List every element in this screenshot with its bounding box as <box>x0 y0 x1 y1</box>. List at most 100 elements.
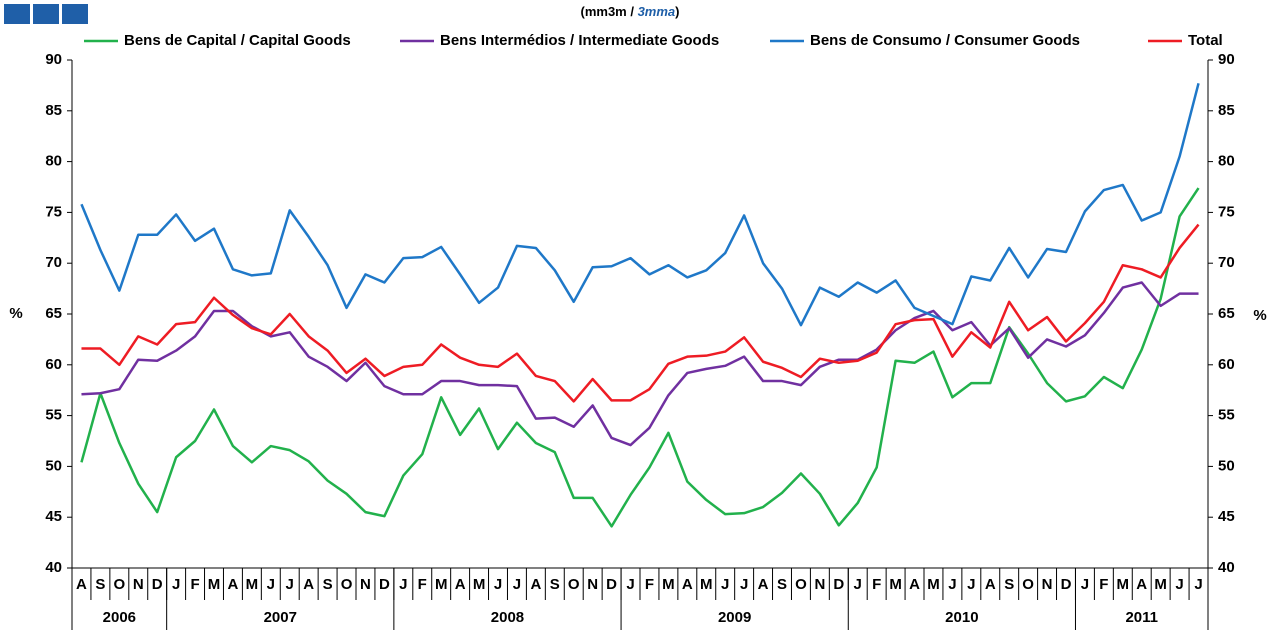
subtitle: (mm3m / 3mma) <box>581 4 680 19</box>
year-label: 2009 <box>718 609 751 626</box>
x-tick-label: A <box>909 576 920 593</box>
x-tick-label: M <box>927 576 940 593</box>
x-tick-label: A <box>76 576 87 593</box>
y-tick-label: 60 <box>45 356 62 373</box>
x-tick-label: J <box>854 576 862 593</box>
y-tick-label: 45 <box>45 508 62 525</box>
x-tick-label: O <box>341 576 353 593</box>
subtitle-part: 3mma <box>638 4 676 19</box>
x-tick-label: J <box>513 576 521 593</box>
y2-axis-label: % <box>1253 307 1266 324</box>
x-tick-label: M <box>1154 576 1167 593</box>
x-tick-label: S <box>550 576 560 593</box>
x-tick-label: M <box>435 576 448 593</box>
logo-square <box>4 4 30 24</box>
y2-tick-label: 60 <box>1218 356 1235 373</box>
x-tick-label: N <box>1042 576 1053 593</box>
legend-label: Total <box>1188 32 1223 49</box>
x-tick-label: O <box>795 576 807 593</box>
x-tick-label: F <box>418 576 427 593</box>
y-tick-label: 55 <box>45 407 62 424</box>
x-tick-label: A <box>985 576 996 593</box>
y2-tick-label: 65 <box>1218 305 1235 322</box>
x-tick-label: O <box>113 576 125 593</box>
x-tick-label: J <box>172 576 180 593</box>
x-tick-label: D <box>606 576 617 593</box>
x-tick-label: M <box>473 576 486 593</box>
x-tick-label: O <box>568 576 580 593</box>
year-label: 2006 <box>103 609 136 626</box>
year-label: 2010 <box>945 609 978 626</box>
legend-label: Bens de Consumo / Consumer Goods <box>810 32 1080 49</box>
y-tick-label: 75 <box>45 203 62 220</box>
y2-tick-label: 50 <box>1218 457 1235 474</box>
x-tick-label: J <box>740 576 748 593</box>
y2-tick-label: 70 <box>1218 254 1235 271</box>
y-tick-label: 85 <box>45 102 62 119</box>
x-tick-label: J <box>721 576 729 593</box>
y-tick-label: 65 <box>45 305 62 322</box>
year-label: 2007 <box>264 609 297 626</box>
x-tick-label: M <box>662 576 675 593</box>
y2-tick-label: 55 <box>1218 407 1235 424</box>
x-tick-label: J <box>1194 576 1202 593</box>
y-tick-label: 80 <box>45 153 62 170</box>
x-tick-label: S <box>95 576 105 593</box>
year-label: 2011 <box>1125 609 1158 626</box>
x-tick-label: J <box>494 576 502 593</box>
series-line <box>81 281 1199 447</box>
x-tick-label: A <box>228 576 239 593</box>
x-tick-label: J <box>399 576 407 593</box>
y2-tick-label: 75 <box>1218 203 1235 220</box>
x-tick-label: M <box>889 576 902 593</box>
y-tick-label: 90 <box>45 51 62 68</box>
x-tick-label: N <box>360 576 371 593</box>
y2-tick-label: 40 <box>1218 559 1235 576</box>
y-axis-label: % <box>9 305 22 322</box>
x-tick-label: D <box>152 576 163 593</box>
x-tick-label: M <box>208 576 221 593</box>
x-tick-label: J <box>948 576 956 593</box>
subtitle-part: ) <box>675 4 679 19</box>
subtitle-part: (mm3m / <box>581 4 638 19</box>
x-tick-label: M <box>700 576 713 593</box>
y2-tick-label: 45 <box>1218 508 1235 525</box>
x-tick-label: A <box>303 576 314 593</box>
x-tick-label: N <box>587 576 598 593</box>
logo-square <box>33 4 59 24</box>
year-label: 2008 <box>491 609 524 626</box>
series-line <box>80 187 1200 528</box>
y2-tick-label: 80 <box>1218 153 1235 170</box>
x-tick-label: J <box>967 576 975 593</box>
legend-label: Bens de Capital / Capital Goods <box>124 32 351 49</box>
y-tick-label: 50 <box>45 457 62 474</box>
y-tick-label: 70 <box>45 254 62 271</box>
x-tick-label: S <box>1004 576 1014 593</box>
x-tick-label: S <box>777 576 787 593</box>
y2-tick-label: 90 <box>1218 51 1235 68</box>
x-tick-label: F <box>872 576 881 593</box>
y2-tick-label: 85 <box>1218 102 1235 119</box>
logo-square <box>62 4 88 24</box>
y-tick-label: 40 <box>45 559 62 576</box>
x-tick-label: M <box>246 576 259 593</box>
x-tick-label: N <box>133 576 144 593</box>
x-tick-label: A <box>530 576 541 593</box>
x-tick-label: A <box>682 576 693 593</box>
x-tick-label: A <box>758 576 769 593</box>
x-tick-label: J <box>626 576 634 593</box>
x-tick-label: F <box>645 576 654 593</box>
x-tick-label: D <box>379 576 390 593</box>
x-tick-label: D <box>1061 576 1072 593</box>
x-tick-label: A <box>455 576 466 593</box>
x-tick-label: N <box>814 576 825 593</box>
x-tick-label: D <box>833 576 844 593</box>
x-tick-label: J <box>1175 576 1183 593</box>
x-tick-label: M <box>1117 576 1130 593</box>
x-tick-label: O <box>1022 576 1034 593</box>
x-tick-label: F <box>1099 576 1108 593</box>
series-line <box>81 223 1200 403</box>
x-tick-label: J <box>1081 576 1089 593</box>
legend-label: Bens Intermédios / Intermediate Goods <box>440 32 719 49</box>
